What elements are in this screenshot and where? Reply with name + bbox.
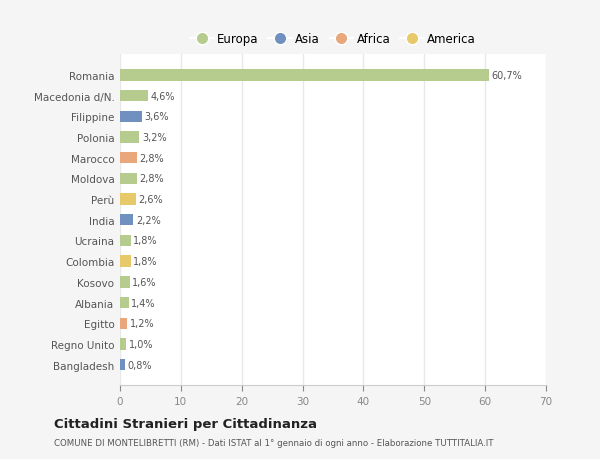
Bar — [120, 112, 142, 123]
Bar — [120, 277, 130, 288]
Text: 60,7%: 60,7% — [492, 71, 523, 81]
Text: 1,4%: 1,4% — [131, 298, 155, 308]
Text: 1,8%: 1,8% — [133, 257, 158, 267]
Bar — [120, 70, 490, 81]
Bar — [120, 91, 148, 102]
Bar — [120, 297, 128, 308]
Bar — [120, 359, 125, 370]
Text: 2,8%: 2,8% — [139, 174, 164, 184]
Text: Cittadini Stranieri per Cittadinanza: Cittadini Stranieri per Cittadinanza — [54, 417, 317, 430]
Bar — [120, 235, 131, 246]
Bar — [120, 174, 137, 185]
Text: 1,0%: 1,0% — [128, 339, 153, 349]
Text: 2,8%: 2,8% — [139, 153, 164, 163]
Bar — [120, 256, 131, 267]
Bar — [120, 215, 133, 226]
Bar — [120, 132, 139, 143]
Text: 0,8%: 0,8% — [127, 360, 152, 370]
Text: 4,6%: 4,6% — [151, 91, 175, 101]
Text: COMUNE DI MONTELIBRETTI (RM) - Dati ISTAT al 1° gennaio di ogni anno - Elaborazi: COMUNE DI MONTELIBRETTI (RM) - Dati ISTA… — [54, 438, 493, 447]
Text: 1,8%: 1,8% — [133, 236, 158, 246]
Bar — [120, 339, 126, 350]
Text: 2,6%: 2,6% — [138, 195, 163, 205]
Text: 1,6%: 1,6% — [132, 277, 157, 287]
Text: 3,2%: 3,2% — [142, 133, 167, 143]
Bar — [120, 318, 127, 329]
Text: 2,2%: 2,2% — [136, 215, 161, 225]
Text: 1,2%: 1,2% — [130, 319, 154, 329]
Text: 3,6%: 3,6% — [145, 112, 169, 122]
Bar — [120, 153, 137, 164]
Legend: Europa, Asia, Africa, America: Europa, Asia, Africa, America — [185, 28, 481, 50]
Bar — [120, 194, 136, 205]
